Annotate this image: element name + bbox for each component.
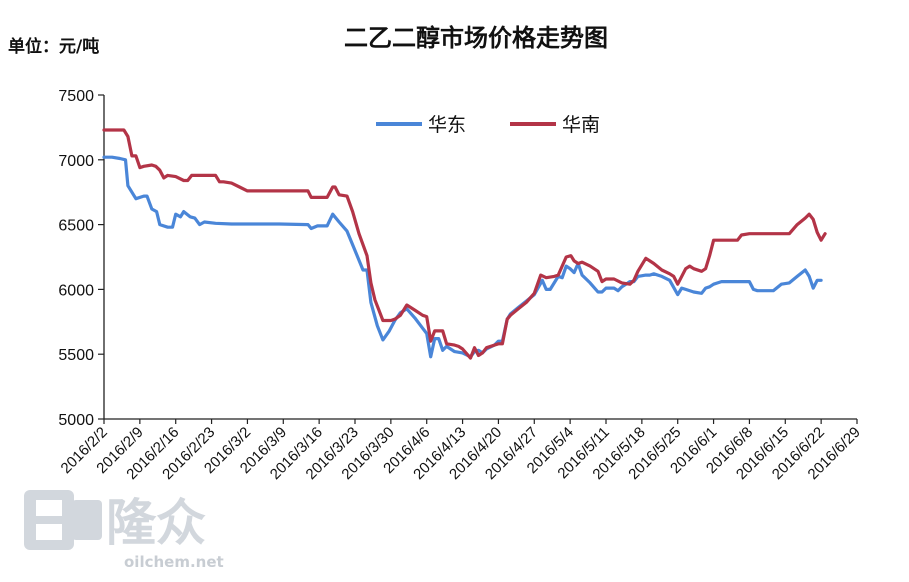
series-line-huanan xyxy=(102,128,827,360)
y-tick-label: 5000 xyxy=(58,412,94,429)
y-tick-label: 6500 xyxy=(58,218,94,235)
series-layer xyxy=(102,128,827,360)
watermark-logo-icon xyxy=(24,490,102,550)
legend: 华东 华南 xyxy=(376,114,600,136)
y-tick-label: 6000 xyxy=(58,282,94,299)
y-ticks: 5000 5500 6000 6500 7000 7500 xyxy=(58,88,104,429)
y-tick-label: 7500 xyxy=(58,88,94,105)
legend-label: 华南 xyxy=(562,114,600,136)
y-tick-label: 5500 xyxy=(58,347,94,364)
series-line-huadong xyxy=(102,155,823,359)
watermark-brand: 隆众 xyxy=(106,494,206,552)
unit-label: 单位：元/吨 xyxy=(8,36,99,57)
watermark-site: oilchem.net xyxy=(124,553,224,571)
legend-label: 华东 xyxy=(428,114,466,136)
y-tick-label: 7000 xyxy=(58,153,94,170)
watermark: 隆众 oilchem.net xyxy=(24,490,224,571)
chart-title: 二乙二醇市场价格走势图 xyxy=(344,24,608,52)
x-ticks: 2016/2/22016/2/92016/2/162016/2/232016/3… xyxy=(58,419,864,483)
